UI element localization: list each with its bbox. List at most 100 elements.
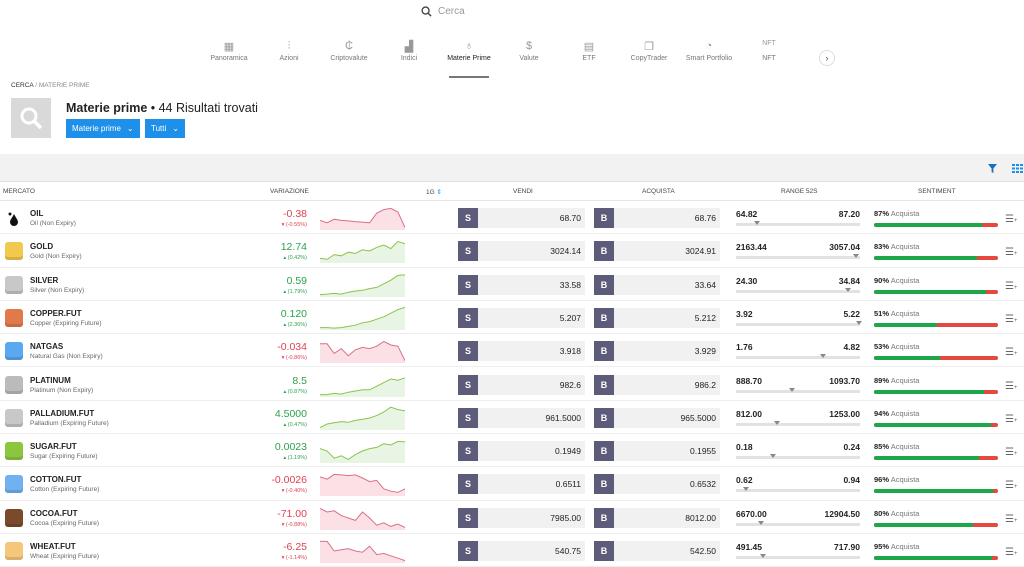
buy-price[interactable]: 68.76 xyxy=(614,208,720,228)
market-symbol[interactable]: SUGAR.FUT xyxy=(30,442,77,452)
buy-price[interactable]: 3024.91 xyxy=(614,241,720,262)
table-row[interactable]: COTTON.FUT Cotton (Expiring Future) -0.0… xyxy=(0,467,1024,501)
table-row[interactable]: NATGAS Natural Gas (Non Expiry) -0.034 ▾… xyxy=(0,334,1024,368)
table-row[interactable]: COPPER.FUT Copper (Expiring Future) 0.12… xyxy=(0,301,1024,335)
buy-button[interactable]: B xyxy=(594,374,614,395)
sell-button[interactable]: S xyxy=(458,441,478,462)
sell-button[interactable]: S xyxy=(458,208,478,228)
buy-button[interactable]: B xyxy=(594,341,614,362)
add-to-list-icon[interactable]: ☰+ xyxy=(1005,513,1018,525)
market-symbol[interactable]: SILVER xyxy=(30,275,59,285)
nav-tab-smart-portfolio[interactable]: ◔ Smart Portfolio xyxy=(680,40,738,74)
nav-tab-copytrader[interactable]: ❐ CopyTrader xyxy=(620,40,678,74)
nav-tab-azioni[interactable]: ⫶ Azioni xyxy=(260,40,318,74)
market-symbol[interactable]: COPPER.FUT xyxy=(30,308,82,318)
sell-button[interactable]: S xyxy=(458,274,478,295)
buy-price[interactable]: 5.212 xyxy=(614,307,720,328)
buy-button[interactable]: B xyxy=(594,307,614,328)
nav-tab-etf[interactable]: ▤ ETF xyxy=(560,40,618,74)
buy-button[interactable]: B xyxy=(594,507,614,528)
add-to-list-icon[interactable]: ☰+ xyxy=(1005,347,1018,359)
buy-price[interactable]: 0.1955 xyxy=(614,441,720,462)
buy-price[interactable]: 986.2 xyxy=(614,374,720,395)
sell-price[interactable]: 0.1949 xyxy=(478,441,585,462)
add-to-list-icon[interactable]: ☰+ xyxy=(1005,447,1018,459)
buy-button[interactable]: B xyxy=(594,541,614,561)
sell-price[interactable]: 33.58 xyxy=(478,274,585,295)
buy-price[interactable]: 8012.00 xyxy=(614,507,720,528)
table-row[interactable]: WHEAT.FUT Wheat (Expiring Future) -6.25 … xyxy=(0,534,1024,567)
buy-button[interactable]: B xyxy=(594,241,614,262)
buy-button[interactable]: B xyxy=(594,407,614,428)
sell-price[interactable]: 3.918 xyxy=(478,341,585,362)
add-to-list-icon[interactable]: ☰+ xyxy=(1005,480,1018,492)
nav-tab-nft[interactable]: NFT NFT xyxy=(740,40,798,74)
buy-button[interactable]: B xyxy=(594,441,614,462)
table-row[interactable]: PLATINUM Platinum (Non Expiry) 8.5 ▴ (0.… xyxy=(0,368,1024,401)
buy-price[interactable]: 965.5000 xyxy=(614,407,720,428)
nav-tab-panoramica[interactable]: ▦ Panoramica xyxy=(200,40,258,74)
sell-price[interactable]: 68.70 xyxy=(478,208,585,228)
buy-button[interactable]: B xyxy=(594,474,614,495)
market-symbol[interactable]: COTTON.FUT xyxy=(30,475,82,485)
sell-button[interactable]: S xyxy=(458,407,478,428)
sentiment-text: Acquista xyxy=(890,209,920,218)
buy-price[interactable]: 3.929 xyxy=(614,341,720,362)
add-to-list-icon[interactable]: ☰+ xyxy=(1005,247,1018,259)
sell-price[interactable]: 5.207 xyxy=(478,307,585,328)
buy-button[interactable]: B xyxy=(594,208,614,228)
sell-button[interactable]: S xyxy=(458,541,478,561)
sell-price[interactable]: 961.5000 xyxy=(478,407,585,428)
add-to-list-icon[interactable]: ☰+ xyxy=(1005,547,1018,558)
filter-icon[interactable] xyxy=(988,164,997,173)
table-row[interactable]: GOLD Gold (Non Expiry) 12.74 ▴ (0.42%) S… xyxy=(0,234,1024,268)
nav-tab-criptovalute[interactable]: ₵ Criptovalute xyxy=(320,40,378,74)
sell-button[interactable]: S xyxy=(458,307,478,328)
add-to-list-icon[interactable]: ☰+ xyxy=(1005,313,1018,325)
add-to-list-icon[interactable]: ☰+ xyxy=(1005,380,1018,392)
market-symbol[interactable]: PALLADIUM.FUT xyxy=(30,408,95,418)
nav-next-button[interactable]: › xyxy=(819,50,835,66)
market-symbol[interactable]: GOLD xyxy=(30,242,54,252)
add-to-list-icon[interactable]: ☰+ xyxy=(1005,413,1018,425)
range-low: 0.18 xyxy=(736,442,753,453)
nav-tab-valute[interactable]: $ Valute xyxy=(500,40,558,74)
breadcrumb-root[interactable]: CERCA xyxy=(11,82,34,89)
sell-price[interactable]: 3024.14 xyxy=(478,241,585,262)
sell-price[interactable]: 982.6 xyxy=(478,374,585,395)
buy-price[interactable]: 0.6532 xyxy=(614,474,720,495)
buy-price[interactable]: 542.50 xyxy=(614,541,720,561)
table-row[interactable]: SUGAR.FUT Sugar (Expiring Future) 0.0023… xyxy=(0,434,1024,468)
sell-price[interactable]: 540.75 xyxy=(478,541,585,561)
sell-button[interactable]: S xyxy=(458,507,478,528)
category-dropdown[interactable]: Materie prime ⌄ xyxy=(66,119,140,138)
sell-button[interactable]: S xyxy=(458,474,478,495)
col-period[interactable]: 1G ⇕ xyxy=(426,188,442,196)
add-to-list-icon[interactable]: ☰+ xyxy=(1005,280,1018,292)
table-row[interactable]: OIL Oil (Non Expiry) -0.38 ▾ (-0.55%) S … xyxy=(0,201,1024,235)
sell-price[interactable]: 7985.00 xyxy=(478,507,585,528)
range-high: 717.90 xyxy=(834,542,860,552)
table-row[interactable]: PALLADIUM.FUT Palladium (Expiring Future… xyxy=(0,401,1024,435)
grid-view-icon[interactable] xyxy=(1012,164,1024,173)
table-row[interactable]: SILVER Silver (Non Expiry) 0.59 ▴ (1.79%… xyxy=(0,268,1024,301)
sell-button[interactable]: S xyxy=(458,374,478,395)
nav-tab-indici[interactable]: ▟ Indici xyxy=(380,40,438,74)
market-symbol[interactable]: PLATINUM xyxy=(30,375,71,385)
type-dropdown[interactable]: Tutti ⌄ xyxy=(145,119,185,138)
sentiment-percent: 89% xyxy=(874,375,890,385)
buy-button[interactable]: B xyxy=(594,274,614,295)
sell-price[interactable]: 0.6511 xyxy=(478,474,585,495)
search-input[interactable]: Cerca xyxy=(438,6,465,17)
add-to-list-icon[interactable]: ☰+ xyxy=(1005,214,1018,225)
buy-price[interactable]: 33.64 xyxy=(614,274,720,295)
nav-tab-materie-prime[interactable]: ♁ Materie Prime xyxy=(440,40,498,78)
market-symbol[interactable]: COCOA.FUT xyxy=(30,508,78,518)
search-bar[interactable]: Cerca xyxy=(421,6,465,17)
market-symbol[interactable]: WHEAT.FUT xyxy=(30,542,76,551)
market-symbol[interactable]: OIL xyxy=(30,209,44,218)
table-row[interactable]: COCOA.FUT Cocoa (Expiring Future) -71.00… xyxy=(0,501,1024,534)
market-symbol[interactable]: NATGAS xyxy=(30,342,64,352)
sell-button[interactable]: S xyxy=(458,241,478,262)
sell-button[interactable]: S xyxy=(458,341,478,362)
